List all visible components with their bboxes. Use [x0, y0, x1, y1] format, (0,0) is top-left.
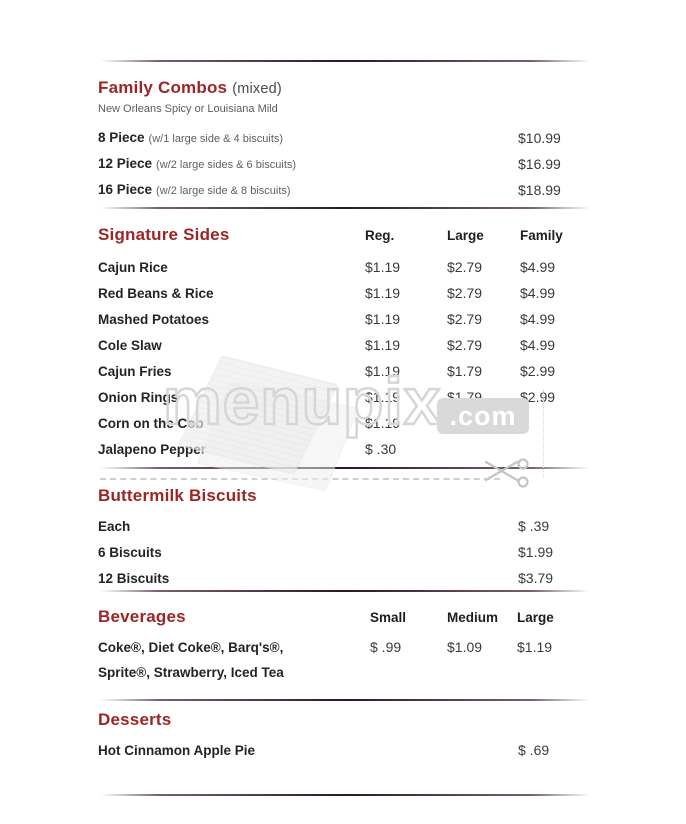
price-large: $2.79 [447, 259, 483, 275]
section-title: Family Combos (mixed) [98, 78, 576, 99]
menu-item-row: 16 Piece (w/2 large side & 8 biscuits) $1… [98, 177, 576, 203]
price-reg: $1.19 [365, 389, 401, 405]
section-desserts: Desserts Hot Cinnamon Apple Pie $ .69 [98, 710, 576, 763]
item-name: 12 Piece [98, 156, 153, 171]
divider-top [100, 60, 590, 62]
table-row: Onion Rings $1.19 $1.79 $2.99 [98, 384, 576, 410]
section-title-suffix: (mixed) [232, 81, 282, 97]
column-header-large: Large [447, 227, 484, 243]
item-note: (w/2 large side & 8 biscuits) [156, 185, 291, 197]
table-row: Red Beans & Rice $1.19 $2.79 $4.99 [98, 280, 576, 306]
divider [100, 207, 590, 209]
price-large: $1.19 [517, 639, 553, 655]
item-name: 6 Biscuits [98, 544, 162, 560]
item-price: $10.99 [518, 130, 561, 146]
column-header-small: Small [370, 609, 407, 625]
section-buttermilk-biscuits: Buttermilk Biscuits Each $ .39 6 Biscuit… [98, 486, 576, 591]
cut-dashed-line [100, 478, 500, 480]
price-reg: $ .30 [365, 441, 397, 457]
item-name: Cajun Fries [98, 363, 172, 379]
menu-item-row: Each $ .39 [98, 513, 576, 539]
table-row: Cajun Fries $1.19 $1.79 $2.99 [98, 358, 576, 384]
price-large: $1.79 [447, 363, 483, 379]
item-name: Mashed Potatoes [98, 311, 210, 327]
section-signature-sides: Signature Sides Reg. Large Family Cajun … [98, 224, 576, 462]
divider [100, 590, 590, 592]
item-price: $ .69 [518, 742, 550, 758]
scissors-icon [484, 458, 529, 488]
table-row: Mashed Potatoes $1.19 $2.79 $4.99 [98, 306, 576, 332]
section-title-text: Family Combos [98, 78, 228, 97]
price-reg: $1.19 [365, 311, 401, 327]
price-reg: $1.19 [365, 259, 401, 275]
item-name: Onion Rings [98, 389, 179, 405]
column-header-medium: Medium [447, 609, 499, 625]
faint-vertical-line [543, 390, 544, 478]
item-price: $16.99 [518, 156, 561, 172]
column-header-family: Family [520, 227, 563, 243]
price-family: $4.99 [520, 285, 556, 301]
price-reg: $1.19 [365, 337, 401, 353]
item-price: $1.99 [518, 544, 554, 560]
price-family: $2.99 [520, 389, 556, 405]
item-name: Coke®, Diet Coke®, Barq's®, Sprite®, Str… [98, 635, 370, 685]
menu-item-row: 12 Biscuits $3.79 [98, 565, 576, 591]
price-large: $2.79 [447, 311, 483, 327]
item-name-line1: Coke®, Diet Coke®, Barq's®, [98, 640, 284, 655]
price-family: $4.99 [520, 311, 556, 327]
item-name: Cajun Rice [98, 259, 168, 275]
item-name: Each [98, 518, 131, 534]
item-price: $18.99 [518, 182, 561, 198]
item-name: Hot Cinnamon Apple Pie [98, 742, 256, 758]
menu-item-row: 8 Piece (w/1 large side & 4 biscuits) $10… [98, 125, 576, 151]
price-medium: $1.09 [447, 639, 483, 655]
table-row: Cole Slaw $1.19 $2.79 $4.99 [98, 332, 576, 358]
column-header-large: Large [517, 609, 554, 625]
price-large: $2.79 [447, 337, 483, 353]
section-family-combos: Family Combos (mixed) New Orleans Spicy o… [98, 78, 576, 203]
table-header-row: Beverages Small Medium Large [98, 606, 576, 628]
item-note: (w/1 large side & 4 biscuits) [148, 133, 284, 145]
item-name: Red Beans & Rice [98, 285, 214, 301]
item-price: $3.79 [518, 570, 554, 586]
menu-item-row: 12 Piece (w/2 large sides & 6 biscuits) $… [98, 151, 576, 177]
item-note: (w/2 large sides & 6 biscuits) [156, 159, 297, 171]
menu-item-row: 6 Biscuits $1.99 [98, 539, 576, 565]
section-subtitle: New Orleans Spicy or Louisiana Mild [98, 103, 278, 115]
item-price: $ .39 [518, 518, 550, 534]
item-name: 8 Piece [98, 130, 145, 145]
section-title: Signature Sides [98, 225, 230, 244]
price-family: $4.99 [520, 337, 556, 353]
item-name: Jalapeno Pepper [98, 441, 207, 457]
divider [100, 699, 590, 701]
price-large: $1.79 [447, 389, 483, 405]
section-beverages: Beverages Small Medium Large Coke®, Diet… [98, 606, 576, 685]
price-small: $ .99 [370, 639, 402, 655]
price-reg: $1.19 [365, 285, 401, 301]
item-name: 16 Piece [98, 182, 153, 197]
table-row: Cajun Rice $1.19 $2.79 $4.99 [98, 254, 576, 280]
price-reg: $1.19 [365, 415, 401, 431]
item-name: 12 Biscuits [98, 570, 170, 586]
table-header-row: Signature Sides Reg. Large Family [98, 224, 576, 246]
section-title: Beverages [98, 607, 186, 626]
section-title: Desserts [98, 710, 172, 729]
item-name-line2: Sprite®, Strawberry, Iced Tea [98, 665, 284, 680]
divider-bottom [100, 794, 590, 796]
table-row: Coke®, Diet Coke®, Barq's®, Sprite®, Str… [98, 635, 576, 685]
menu-item-row: Hot Cinnamon Apple Pie $ .69 [98, 737, 576, 763]
table-row: Corn on the Cob $1.19 [98, 410, 576, 436]
column-header-reg: Reg. [365, 227, 395, 243]
price-reg: $1.19 [365, 363, 401, 379]
price-family: $4.99 [520, 259, 556, 275]
item-name: Corn on the Cob [98, 415, 204, 431]
section-title: Buttermilk Biscuits [98, 486, 257, 505]
price-family: $2.99 [520, 363, 556, 379]
price-large: $2.79 [447, 285, 483, 301]
item-name: Cole Slaw [98, 337, 162, 353]
